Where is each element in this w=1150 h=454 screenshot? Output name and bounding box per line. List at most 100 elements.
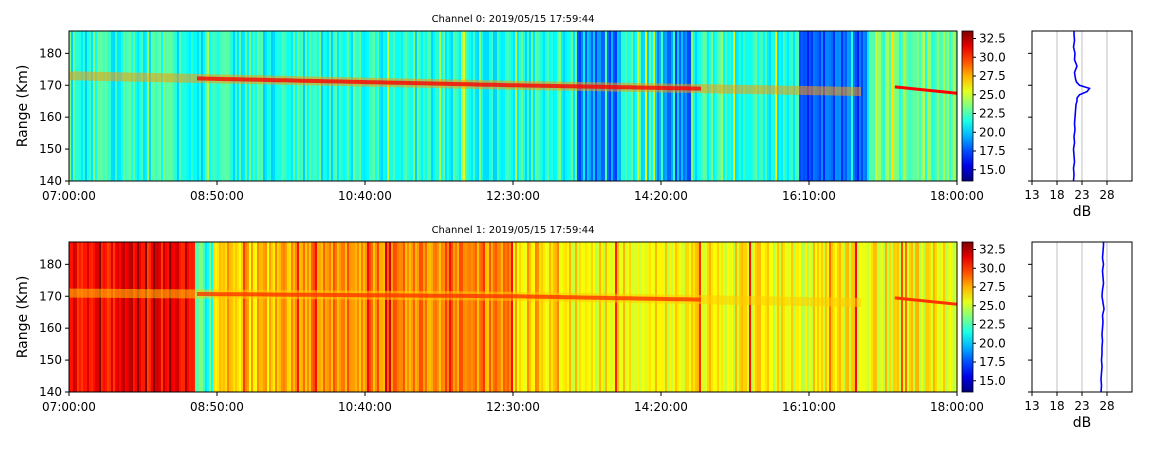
heatmap-stripe [153,31,156,181]
heatmap-stripe [797,242,800,392]
heatmap-stripe [659,31,662,181]
heatmap-stripe [873,242,876,392]
heatmap-stripe [777,31,780,181]
heatmap-stripe [261,242,264,392]
heatmap-stripe [679,31,682,181]
heatmap-stripe [891,242,894,392]
heatmap-stripe [511,31,514,181]
heatmap-stripe [651,242,654,392]
heatmap-stripe [247,31,250,181]
heatmap-stripe [221,242,224,392]
heatmap-stripe [403,31,406,181]
heatmap-stripe [447,31,450,181]
heatmap-stripe [601,31,604,181]
heatmap-stripe [135,242,138,392]
heatmap-stripe [241,31,244,181]
heatmap-stripe [169,242,172,392]
heatmap-stripe [737,242,740,392]
heatmap-stripe [759,31,762,181]
heatmap-stripe [129,242,132,392]
heatmap-stripe [825,31,828,181]
heatmap-stripe [445,242,448,392]
heatmap-stripe [915,31,918,181]
heatmap-stripe [109,242,112,392]
heatmap-stripe [747,31,750,181]
heatmap-stripe [783,242,786,392]
x-tick-label: 10:40:00 [338,400,392,414]
heatmap-stripe [953,31,956,181]
heatmap-stripe [931,242,934,392]
heatmap-stripe [263,242,266,392]
heatmap-stripe [951,31,954,181]
heatmap-stripe [539,242,542,392]
heatmap-stripe [713,242,716,392]
heatmap-stripe [955,242,958,392]
heatmap-stripe [737,31,740,181]
heatmap-stripe [947,31,950,181]
colorbar-tick-label: 17.5 [979,144,1006,158]
heatmap-stripe [273,31,276,181]
colorbar-tick-label: 27.5 [979,280,1006,294]
heatmap-stripe [745,242,748,392]
heatmap-stripe [87,31,90,181]
heatmap-stripe [249,31,252,181]
heatmap-stripe [699,31,702,181]
heatmap-stripe [337,242,340,392]
heatmap-stripe [467,31,470,181]
heatmap-stripe [381,242,384,392]
heatmap-stripe [349,242,352,392]
heatmap-stripe [525,242,528,392]
heatmap-stripe [207,242,210,392]
heatmap-stripe [545,31,548,181]
heatmap-stripe [513,242,516,392]
heatmap-stripe [559,31,562,181]
heatmap-stripe [169,31,172,181]
heatmap-stripe [865,242,868,392]
heatmap-stripe [921,242,924,392]
heatmap-stripe [315,31,318,181]
heatmap-stripe [917,242,920,392]
heatmap-stripe [445,31,448,181]
heatmap-stripe [171,31,174,181]
heatmap-stripe [309,242,312,392]
heatmap-stripe [569,31,572,181]
heatmap-stripe [705,242,708,392]
heatmap-stripe [353,31,356,181]
heatmap-stripe [903,31,906,181]
heatmap-stripe [619,242,622,392]
heatmap-stripe [491,31,494,181]
heatmap-stripe [249,242,252,392]
heatmap-stripe [105,31,108,181]
heatmap-stripe [305,31,308,181]
heatmap-stripe [393,242,396,392]
heatmap-stripe [631,31,634,181]
heatmap-stripe [687,31,690,181]
heatmap-stripe [551,242,554,392]
heatmap-stripe [519,242,522,392]
heatmap-stripe [561,31,564,181]
heatmap-stripe [377,31,380,181]
heatmap-stripe [673,242,676,392]
heatmap-stripe [215,242,218,392]
heatmap-stripe [321,242,324,392]
heatmap-stripe [587,242,590,392]
heatmap-stripe [883,242,886,392]
heatmap-stripe [611,31,614,181]
heatmap-stripe [481,31,484,181]
y-tick-label: 170 [39,78,62,92]
heatmap-stripe [819,242,822,392]
heatmap-stripe [291,31,294,181]
heatmap-stripe [689,242,692,392]
heatmap-stripe [143,242,146,392]
heatmap-stripe [763,242,766,392]
heatmap-stripe [507,242,510,392]
heatmap-stripe [437,242,440,392]
heatmap-stripe [587,31,590,181]
heatmap-stripe [749,242,752,392]
heatmap-stripe [307,31,310,181]
colorbar-tick-label: 32.5 [979,32,1006,46]
heatmap-stripe [219,242,222,392]
heatmap-stripe [835,242,838,392]
heatmap-stripe [919,31,922,181]
heatmap-stripe [709,242,712,392]
